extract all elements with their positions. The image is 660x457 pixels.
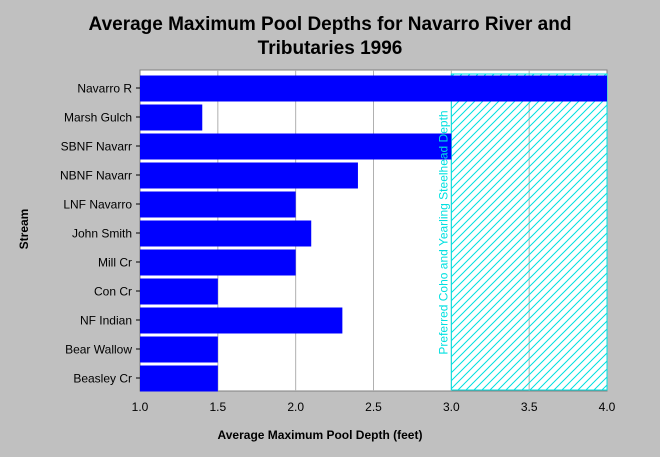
x-axis-label: Average Maximum Pool Depth (feet) <box>217 428 423 442</box>
y-tick-label: Con Cr <box>94 285 132 299</box>
y-tick-label: NBNF Navarr <box>60 169 132 183</box>
x-tick-label: 2.5 <box>365 400 382 414</box>
y-tick-label: Marsh Gulch <box>64 111 132 125</box>
bar <box>140 220 312 247</box>
x-tick-label: 3.5 <box>521 400 538 414</box>
x-tick-label: 4.0 <box>599 400 616 414</box>
y-tick-label: Mill Cr <box>98 256 132 270</box>
bar <box>140 336 218 363</box>
y-tick-label: SBNF Navarr <box>61 140 132 154</box>
bar <box>140 162 358 189</box>
bar <box>140 249 296 276</box>
y-tick-label: LNF Navarro <box>63 198 132 212</box>
bar <box>140 278 218 305</box>
chart-title-line-1: Average Maximum Pool Depths for Navarro … <box>88 14 572 35</box>
x-tick-label: 1.0 <box>132 400 149 414</box>
bar <box>140 75 607 102</box>
x-tick-label: 2.0 <box>287 400 304 414</box>
bar <box>140 133 452 160</box>
y-tick-label: Bear Wallow <box>65 343 132 357</box>
bar <box>140 307 343 334</box>
annotation-label: Preferred Coho and Yearling Steelhead De… <box>436 110 450 354</box>
bar <box>140 365 218 392</box>
bar <box>140 104 203 131</box>
preferred-depth-region <box>450 73 608 391</box>
y-tick-label: John Smith <box>72 227 132 241</box>
bar <box>140 191 296 218</box>
y-tick-label: Navarro R <box>77 82 132 96</box>
x-tick-label: 3.0 <box>443 400 460 414</box>
y-tick-label: Beasley Cr <box>73 372 132 386</box>
chart-title-line-2: Tributaries 1996 <box>257 38 403 59</box>
x-tick-label: 1.5 <box>209 400 226 414</box>
y-axis-label: Stream <box>17 208 31 250</box>
y-tick-label: NF Indian <box>80 314 132 328</box>
